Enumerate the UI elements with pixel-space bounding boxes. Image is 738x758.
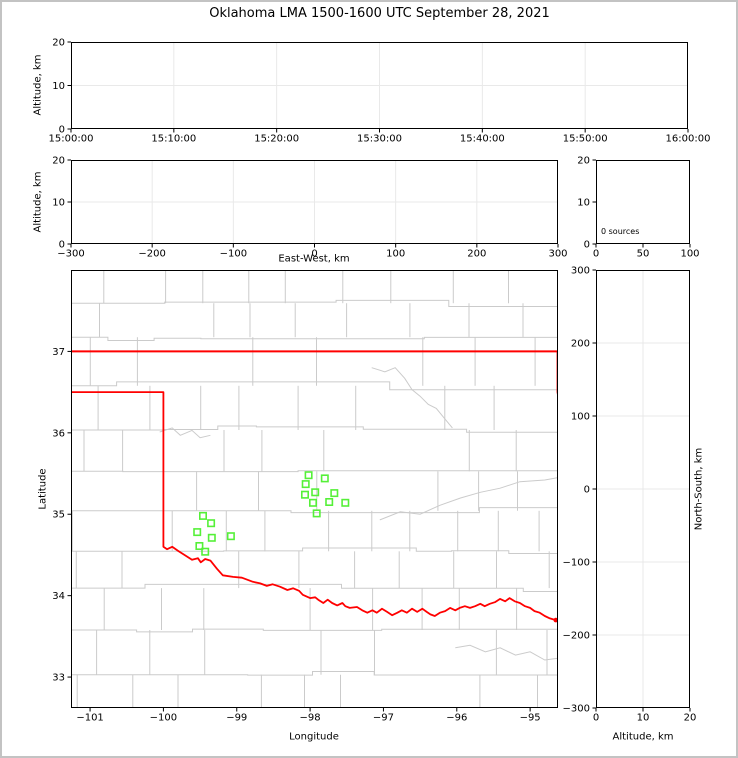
lma-station-marker — [201, 547, 210, 556]
lma-station-marker — [195, 541, 204, 550]
y-tick-label: 20 — [52, 156, 65, 167]
x-tick-label: 15:30:00 — [357, 134, 402, 145]
axis-label-east-west: East-West, km — [278, 253, 350, 265]
panel-time-altitude-panel: 15:00:00 15:10:00 15:20:00 15:30:00 15:40:00… — [49, 38, 711, 145]
river-line — [159, 427, 211, 439]
x-tick-label: −98 — [300, 713, 321, 724]
y-tick-label: 10 — [577, 198, 590, 209]
x-tick-label: −97 — [373, 713, 394, 724]
x-tick-label: −300 — [57, 249, 84, 260]
x-tick-label: −95 — [520, 713, 541, 724]
x-tick-label: 10 — [637, 713, 650, 724]
x-tick-label: 16:00:00 — [666, 134, 711, 145]
panel-source-count-histogram: 0 50 100 0 10 20 — [577, 156, 699, 260]
y-tick-label: 0 — [59, 125, 65, 136]
x-tick-label: 200 — [467, 249, 486, 260]
x-tick-label: 100 — [680, 249, 699, 260]
panel-northsouth-altitude-panel: 0 10 20 −300 −200 −100 0 100 200 300 — [563, 266, 697, 724]
axis-label-north-south: North-South, km — [693, 447, 705, 531]
x-tick-label: −100 — [150, 713, 177, 724]
lma-station-marker — [312, 509, 321, 518]
lma-station-marker — [301, 480, 310, 489]
lma-station-marker — [207, 533, 216, 542]
lma-station-marker — [330, 489, 339, 498]
x-tick-label: 15:50:00 — [563, 134, 608, 145]
axis-label-altitude-ew-panel: Altitude, km — [32, 171, 44, 233]
figure-title: Oklahoma LMA 1500-1600 UTC September 28,… — [209, 6, 550, 21]
x-tick-label: 0 — [593, 713, 599, 724]
axis-label-longitude: Longitude — [289, 731, 339, 743]
panel-frame — [71, 270, 558, 708]
lma-station-marker — [320, 474, 329, 483]
y-tick-label: 0 — [584, 485, 590, 496]
y-tick-label: −100 — [563, 558, 590, 569]
county-boundaries — [71, 270, 558, 708]
lma-station-marker — [311, 488, 320, 497]
x-tick-label: 15:40:00 — [460, 134, 505, 145]
lma-station-marker — [199, 511, 208, 520]
river-endpoint-dot — [553, 617, 558, 623]
y-tick-label: −200 — [563, 631, 590, 642]
lma-station-marker — [193, 528, 202, 537]
x-tick-label: −96 — [446, 713, 467, 724]
lma-station-markers — [193, 471, 350, 556]
lma-station-marker — [226, 532, 235, 541]
lma-station-marker — [304, 471, 313, 480]
source-count-annotation: 0 sources — [601, 227, 640, 236]
panel-eastwest-altitude-panel: −300 −200 −100 0 100 200 300 0 10 20 — [52, 156, 567, 260]
y-tick-label: 37 — [52, 347, 65, 358]
y-tick-label: 200 — [571, 339, 590, 350]
x-tick-label: 0 — [311, 249, 317, 260]
panel-frame — [71, 42, 688, 129]
x-tick-label: −200 — [138, 249, 165, 260]
x-tick-label: 20 — [684, 713, 697, 724]
x-tick-label: 0 — [593, 249, 599, 260]
lma-station-marker — [341, 498, 350, 507]
x-tick-label: 15:00:00 — [49, 134, 94, 145]
x-tick-label: −99 — [226, 713, 247, 724]
y-tick-label: 10 — [52, 81, 65, 92]
x-tick-label: 15:20:00 — [254, 134, 299, 145]
y-tick-label: −300 — [563, 704, 590, 715]
y-tick-label: 34 — [52, 591, 65, 602]
panel-frame — [596, 270, 690, 708]
y-tick-label: 20 — [577, 156, 590, 167]
y-tick-label: 36 — [52, 428, 65, 439]
panel-frame — [596, 160, 690, 244]
x-tick-label: 300 — [548, 249, 567, 260]
x-tick-label: 100 — [386, 249, 405, 260]
axis-label-altitude-time-panel: Altitude, km — [32, 54, 44, 116]
y-tick-label: 33 — [52, 673, 65, 684]
y-tick-label: 300 — [571, 266, 590, 277]
y-tick-label: 10 — [52, 198, 65, 209]
river-line — [371, 367, 453, 429]
x-tick-label: 50 — [637, 249, 650, 260]
lma-station-marker — [325, 497, 334, 506]
lma-station-marker — [207, 519, 216, 528]
lma-station-marker — [308, 498, 317, 507]
x-tick-label: −101 — [76, 713, 103, 724]
state-border — [71, 350, 558, 621]
river-line — [455, 644, 558, 661]
y-tick-label: 100 — [571, 412, 590, 423]
panel-frame — [71, 160, 558, 244]
lma-station-marker — [300, 490, 309, 499]
axis-label-latitude: Latitude — [37, 468, 49, 510]
y-tick-label: 35 — [52, 510, 65, 521]
panel-map-panel: −101 −100 −99 −98 −97 −96 −95 33 34 35 36 37 — [52, 270, 558, 724]
river-line — [379, 477, 558, 521]
y-tick-label: 0 — [59, 240, 65, 251]
y-tick-label: 0 — [584, 240, 590, 251]
x-tick-label: −100 — [220, 249, 247, 260]
map-content — [71, 270, 558, 708]
axis-label-altitude-ns-panel: Altitude, km — [612, 731, 674, 743]
y-tick-label: 20 — [52, 38, 65, 49]
x-tick-label: 15:10:00 — [151, 134, 196, 145]
